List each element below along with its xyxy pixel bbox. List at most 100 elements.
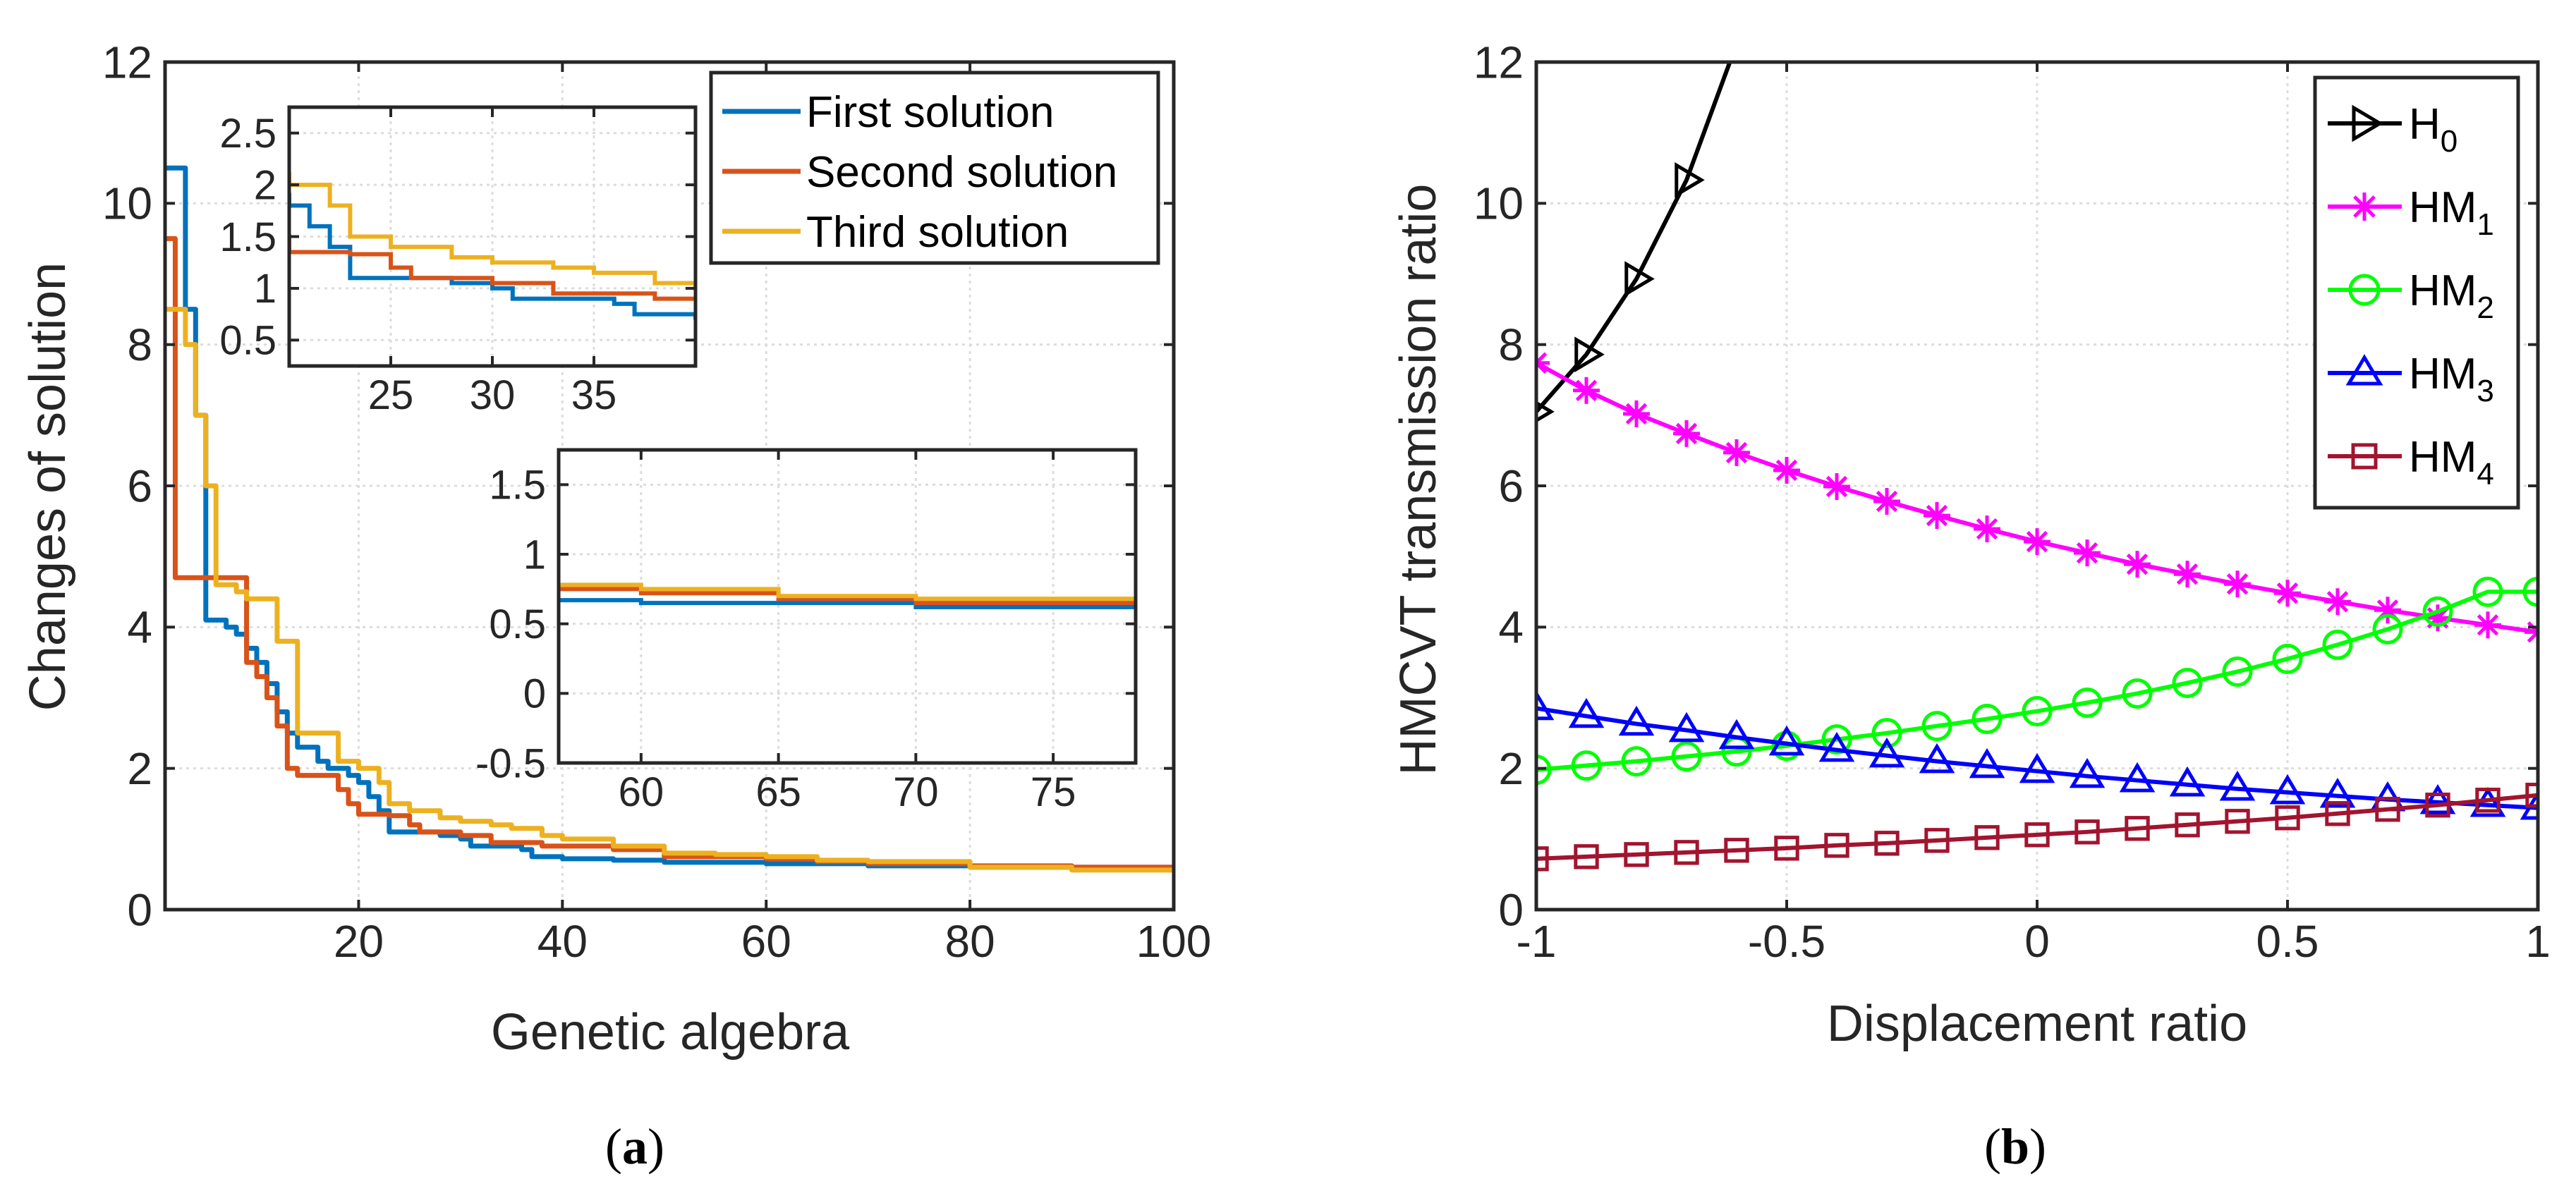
legend-marker-hm1 [2350,193,2378,221]
chart-a-xtick-label: 20 [334,916,384,967]
marker-hm4 [2275,805,2300,831]
series-hm1 [1536,349,2538,646]
legend-item-hm4: HM4 [2328,433,2494,491]
marker-hm4 [2325,801,2350,826]
chart-a-ylabel: Changes of solution [20,262,76,711]
marker-hm1 [1573,377,1600,404]
marker-hm2 [1921,711,1952,742]
marker-hm4 [1774,836,1799,861]
marker-hm4 [2074,819,2100,845]
chart-a-xtick-label: 100 [1136,916,1212,967]
marker-hm4 [2525,783,2538,808]
marker-hm2 [2322,629,2353,660]
inset-1-ytick-label: 2.5 [219,111,277,157]
inset-2-ytick-label: 0 [523,671,546,717]
marker-hm4 [2225,809,2250,834]
line-hm2 [1536,590,2538,772]
legend-marker-hm2 [2348,274,2381,306]
chart-a-xtick-label: 40 [537,916,588,967]
inset-1-xtick-label: 35 [571,372,617,418]
marker-hm4 [1924,828,1950,853]
inset-2-frame [557,448,1138,765]
inset-1-series [289,172,695,320]
chart-a-inset-1: 25 30 35 0.5 1 1.5 2 2.5 [219,105,698,418]
marker-hm2 [2422,596,2453,627]
marker-hm2 [2272,643,2303,674]
legend-marker-hm3 [2345,354,2383,386]
chart-a-xtick-label: 80 [945,916,995,967]
marker-hm1 [1773,456,1800,484]
marker-hm4 [1724,838,1749,863]
marker-h0 [1624,261,1655,297]
marker-hm1 [1924,502,1950,530]
marker-hm1 [2174,561,2201,588]
chart-a-inset-2: 60 65 70 75 -0.5 0 0.5 1 1.5 [475,448,1138,815]
marker-hm1 [1536,349,1550,377]
marker-hm3 [2169,766,2206,797]
chart-b-ylabel: HMCVT transmission ratio [1390,184,1447,776]
chart-a-legend: First solution Second solution Third sol… [709,71,1160,265]
chart-a-ytick-label: 0 [127,884,152,935]
marker-hm2 [2072,688,2103,719]
series-hm4 [1536,783,2538,872]
inset-1-ytick-label: 1.5 [219,214,277,260]
marker-hm3 [2069,757,2106,788]
marker-hm2 [1671,741,1702,772]
chart-b-ytick-label: 4 [1498,602,1524,653]
marker-hm1 [2324,588,2351,616]
inset-1-ytick-label: 1 [254,266,277,312]
inset-2-ytick-label: -0.5 [475,740,546,786]
legend-label-hm4: HM4 [2409,433,2494,491]
legend-label-hm2: HM2 [2409,267,2494,325]
chart-b-xtick-label: -0.5 [1748,916,1825,967]
chart-b-xtick-label: 0.5 [2256,916,2319,967]
chart-b-ytick-label: 10 [1474,178,1524,229]
marker-hm1 [1723,439,1750,466]
line-hm3 [1536,706,2538,810]
marker-hm2 [2472,576,2503,607]
marker-hm3 [1818,731,1855,762]
chart-b-ytick-label: 12 [1474,37,1524,87]
marker-hm3 [1869,737,1905,768]
marker-hm3 [1618,705,1655,736]
chart-a-ytick-label: 8 [127,319,152,370]
series-hm3 [1536,690,2538,820]
marker-hm2 [1571,750,1602,781]
caption-a: (a) [605,1118,664,1175]
legend-item-hm3: HM3 [2328,350,2494,408]
chart-b-ytick-label: 0 [1498,884,1524,935]
legend-label-hm1: HM1 [2409,183,2494,242]
marker-hm1 [2224,570,2251,598]
legend-label-first-solution: First solution [806,88,1054,137]
marker-hm2 [1536,755,1552,786]
marker-hm4 [1574,844,1599,869]
inset-2-xtick-label: 70 [893,769,939,815]
marker-hm2 [1821,724,1852,755]
inset-2-series-third-solution [559,582,1136,601]
marker-hm1 [2024,528,2051,556]
marker-hm3 [1568,697,1605,728]
marker-hm1 [1623,400,1650,427]
inset-1-ticks: 25 30 35 0.5 1 1.5 2 2.5 [219,107,695,418]
marker-hm3 [1969,747,2005,778]
chart-b-xtick-label: 0 [2024,916,2050,967]
marker-hm2 [2522,576,2538,607]
inset-1-ytick-label: 2 [254,162,277,208]
marker-hm3 [1668,711,1705,743]
legend-marker-hm4 [2351,443,2378,470]
inset-1-series-third-solution [289,172,695,291]
chart-b-ytick-label: 8 [1498,319,1524,370]
chart-b-series [1536,62,2538,872]
legend-label-third-solution: Third solution [806,208,1069,257]
chart-a-ytick-label: 12 [102,37,152,87]
marker-hm2 [1621,746,1652,777]
caption-b: (b) [1984,1118,2046,1175]
marker-hm3 [1768,725,1805,756]
series-third-solution [165,307,1174,873]
inset-1-xtick-label: 25 [368,372,414,418]
chart-a-ytick-label: 10 [102,178,152,229]
marker-hm4 [1674,840,1699,865]
